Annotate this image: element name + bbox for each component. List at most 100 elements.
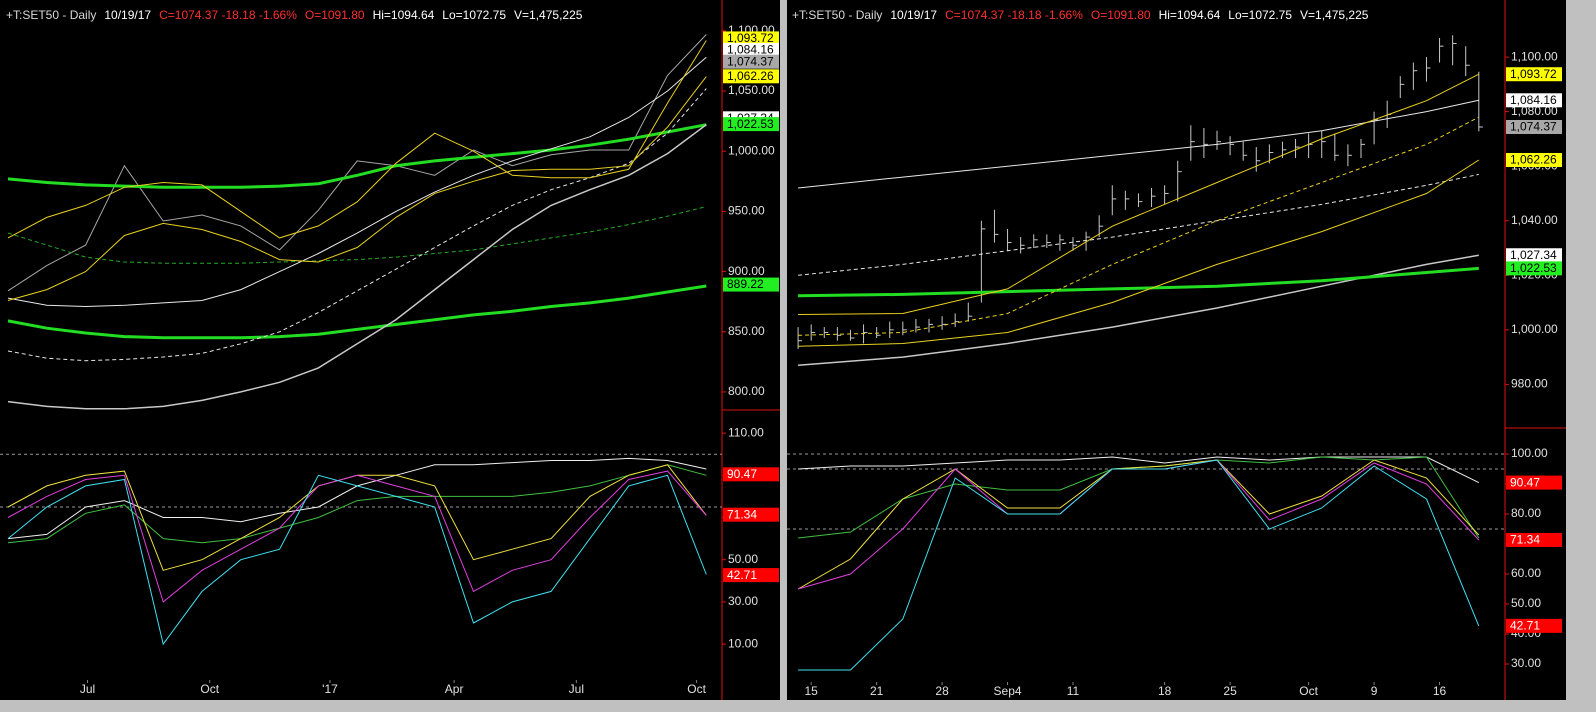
x-tick-label: 28: [935, 684, 949, 698]
y-tick-label: 800.00: [728, 384, 765, 398]
series-line: [7, 474, 707, 646]
y-tick-label: 100.00: [1511, 446, 1548, 460]
value-tag: [723, 54, 779, 69]
series-line: [798, 73, 1480, 315]
series-line: [798, 173, 1479, 276]
value-tag-label: 1,062.26: [1510, 153, 1557, 167]
value-tag-label: 1,084.16: [1510, 93, 1557, 107]
x-tick-label: Jul: [569, 682, 584, 696]
header-field: Hi=1094.64: [373, 8, 435, 22]
x-tick-label: 9: [1371, 684, 1378, 698]
x-tick-label: 25: [1223, 684, 1237, 698]
y-tick-label: 30.00: [1511, 656, 1541, 670]
value-tag: [723, 42, 779, 57]
y-tick-label: 1,040.00: [1511, 213, 1558, 227]
value-tag: [723, 69, 779, 84]
header-field: V=1,475,225: [514, 8, 583, 22]
header-field: O=1091.80: [1091, 8, 1151, 22]
value-tag: [723, 277, 779, 292]
x-tick-label: 18: [1158, 684, 1172, 698]
y-tick-label: 1,100.00: [1511, 49, 1558, 63]
y-tick-label: 50.00: [728, 552, 758, 566]
series-line: [798, 99, 1479, 189]
plot-area: [0, 453, 722, 646]
header-field: O=1091.80: [305, 8, 365, 22]
x-tick-label: 11: [1067, 684, 1080, 698]
value-tag-label: 71.34: [1510, 533, 1540, 547]
x-tick-label: Oct: [687, 682, 706, 696]
value-tag: [1506, 248, 1562, 263]
y-tick-label: 950.00: [728, 204, 765, 218]
x-tick-label: Sep4: [994, 684, 1022, 698]
x-tick-label: '17: [322, 682, 338, 696]
value-tag: [723, 31, 779, 46]
header-field: Lo=1072.75: [442, 8, 506, 22]
y-tick-label: 1,080.00: [1511, 104, 1558, 118]
series-line: [7, 34, 707, 292]
y-tick-label: 1,000.00: [728, 143, 775, 157]
y-tick-label: 1,000.00: [1511, 322, 1558, 336]
header-field: V=1,475,225: [1300, 8, 1369, 22]
y-tick-label: 80.00: [1511, 506, 1541, 520]
series-line: [798, 459, 1480, 671]
value-tag-label: 889.22: [727, 277, 764, 291]
value-tag: [1506, 475, 1562, 490]
value-tag-label: 71.34: [727, 507, 757, 521]
header-field: +T:SET50 - Daily: [792, 8, 882, 22]
value-tag-label: 1,093.72: [1510, 67, 1557, 81]
x-tick-label: Jul: [80, 682, 95, 696]
header-field: Lo=1072.75: [1228, 8, 1292, 22]
series-line: [7, 206, 707, 264]
header-field: C=1074.37 -18.18 -1.66%: [945, 8, 1083, 22]
series-line: [798, 266, 1479, 298]
x-tick-label: 16: [1433, 684, 1447, 698]
series-line: [7, 464, 707, 544]
y-tick-label: 60.00: [1511, 566, 1541, 580]
y-tick-label: 1,050.00: [728, 83, 775, 97]
value-tag-label: 1,074.37: [1510, 120, 1557, 134]
value-tag-label: 42.71: [727, 568, 757, 582]
series-line: [798, 159, 1480, 347]
series-line: [7, 470, 707, 603]
y-tick-label: 50.00: [1511, 596, 1541, 610]
y-tick-label: 900.00: [728, 264, 765, 278]
value-tag-label: 1,084.16: [727, 43, 774, 57]
header-field: Hi=1094.64: [1159, 8, 1221, 22]
value-tag-label: 1,093.72: [727, 31, 774, 45]
y-tick-label: 850.00: [728, 324, 765, 338]
x-tick-label: 21: [870, 684, 884, 698]
value-tag: [723, 117, 779, 132]
header-field: 10/19/17: [104, 8, 151, 22]
value-tag: [1506, 618, 1562, 633]
x-tick-label: Apr: [445, 682, 464, 696]
value-tag: [1506, 261, 1562, 276]
x-tick-label: 15: [805, 684, 819, 698]
right-panel: [787, 0, 1566, 700]
left-panel: [0, 0, 780, 700]
value-tag-label: 1,062.26: [727, 69, 774, 83]
x-tick-label: Oct: [1299, 684, 1318, 698]
value-tag: [1506, 532, 1562, 547]
plot-area: [7, 34, 707, 410]
value-tag: [1506, 119, 1562, 134]
series-line: [798, 254, 1479, 367]
header-field: 10/19/17: [890, 8, 937, 22]
y-tick-label: 980.00: [1511, 377, 1548, 391]
series-line: [798, 456, 1480, 484]
value-tag-label: 1,022.53: [1510, 261, 1557, 275]
value-tag: [723, 507, 779, 522]
value-tag: [1506, 93, 1562, 108]
x-tick-label: Oct: [200, 682, 219, 696]
header-field: C=1074.37 -18.18 -1.66%: [159, 8, 297, 22]
series-line: [7, 40, 707, 239]
plot-area: [797, 35, 1483, 367]
y-tick-label: 30.00: [728, 594, 758, 608]
y-tick-label: 10.00: [728, 636, 758, 650]
value-tag: [723, 467, 779, 482]
value-tag-label: 42.71: [1510, 619, 1540, 633]
value-tag-label: 1,027.34: [1510, 248, 1557, 262]
series-line: [7, 56, 707, 308]
series-line: [797, 459, 1480, 590]
value-tag-label: 1,074.37: [727, 54, 774, 68]
